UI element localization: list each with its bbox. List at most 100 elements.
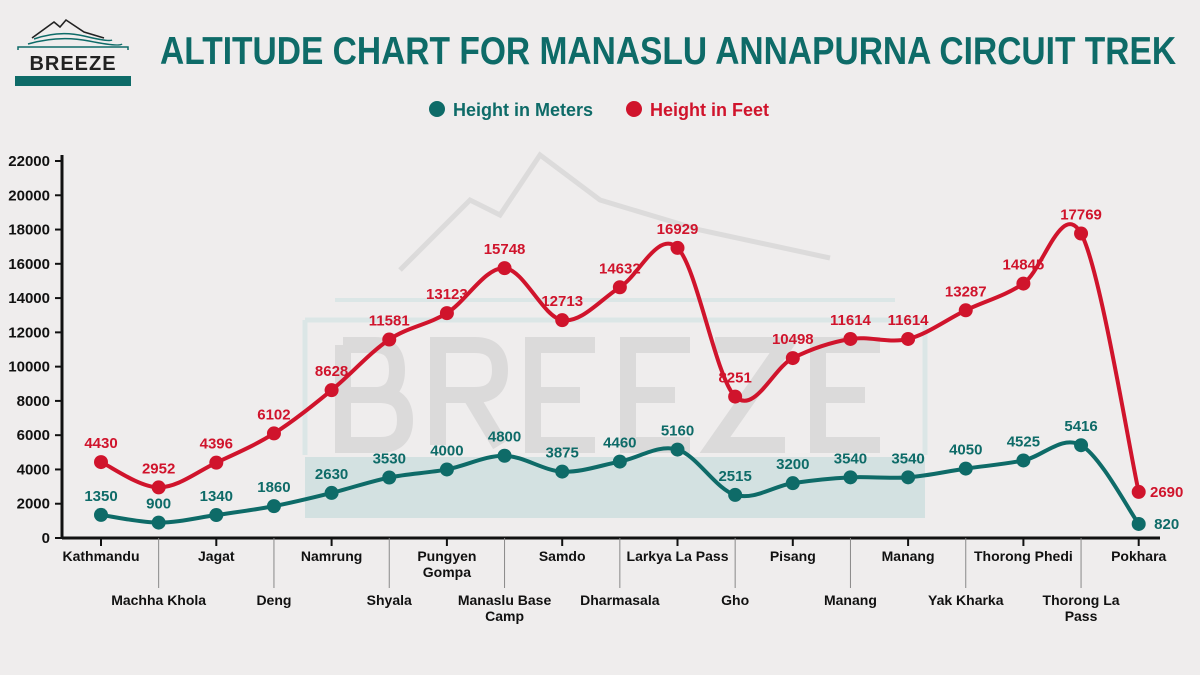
y-tick-label: 22000 — [8, 153, 50, 170]
data-point — [670, 240, 685, 255]
data-point — [555, 464, 570, 479]
data-point — [324, 383, 339, 398]
data-point — [901, 331, 916, 346]
y-tick-label: 6000 — [17, 427, 50, 444]
breeze-logo: BREEZE — [15, 18, 131, 86]
data-point — [958, 303, 973, 318]
chart-title: ALTITUDE CHART FOR MANASLU ANNAPURNA CIR… — [160, 30, 1177, 73]
data-label: 11614 — [830, 312, 872, 329]
x-tick-label: Namrung — [300, 548, 363, 564]
data-point — [266, 426, 281, 441]
y-tick-label: 14000 — [8, 290, 50, 307]
y-tick-label: 2000 — [17, 496, 50, 513]
x-tick-label: Shyala — [366, 592, 412, 608]
data-point — [209, 508, 224, 523]
watermark-lettering — [335, 337, 880, 453]
data-label: 14845 — [1003, 257, 1045, 274]
data-point — [785, 351, 800, 366]
x-tick-label: Manaslu Base Camp — [457, 592, 552, 624]
data-point — [497, 448, 512, 463]
data-label: 15748 — [484, 241, 526, 258]
series-line — [100, 222, 1141, 493]
y-tick-label: 20000 — [8, 187, 50, 204]
x-tick-label: Manang — [823, 592, 877, 608]
legend: Height in Meters Height in Feet — [429, 100, 769, 120]
data-label: 4050 — [949, 442, 982, 459]
data-point — [439, 462, 454, 477]
data-point — [843, 331, 858, 346]
data-point — [266, 499, 281, 514]
data-point — [94, 455, 108, 470]
data-point — [728, 487, 743, 502]
data-label: 2630 — [315, 466, 348, 483]
watermark — [302, 151, 928, 518]
x-tick-label: Deng — [256, 592, 292, 608]
data-label: 1860 — [257, 479, 290, 496]
data-label: 4800 — [488, 429, 521, 446]
data-label: 14632 — [599, 260, 641, 277]
data-point — [382, 470, 397, 485]
data-label: 3200 — [776, 456, 809, 473]
y-tick-label: 0 — [42, 530, 50, 547]
y-tick-label: 12000 — [8, 324, 50, 341]
data-label: 1340 — [200, 488, 233, 505]
legend-label: Height in Feet — [650, 100, 769, 120]
data-label: 5416 — [1064, 418, 1097, 435]
data-point — [1016, 453, 1031, 468]
x-tick-label: Thorong La Pass — [1042, 592, 1120, 624]
data-point — [1074, 226, 1089, 241]
data-point — [843, 470, 858, 485]
y-tick-label: 8000 — [17, 393, 50, 410]
data-label: 4396 — [200, 436, 233, 453]
data-label: 4000 — [430, 442, 463, 459]
data-label: 4430 — [84, 435, 117, 452]
data-point — [497, 261, 512, 276]
data-label: 3875 — [546, 445, 579, 462]
data-label: 900 — [146, 496, 171, 513]
data-point — [785, 476, 800, 491]
data-label: 3540 — [891, 450, 924, 467]
data-label: 5160 — [661, 423, 694, 440]
y-tick-label: 4000 — [17, 461, 50, 478]
data-label: 2690 — [1150, 484, 1183, 501]
data-label: 16929 — [657, 221, 699, 238]
data-label: 3540 — [834, 450, 867, 467]
legend-label: Height in Meters — [453, 100, 593, 120]
x-tick-label: Jagat — [198, 548, 235, 564]
data-label: 13287 — [945, 283, 987, 300]
data-label: 1350 — [84, 488, 117, 505]
data-label: 4460 — [603, 435, 636, 452]
data-point — [670, 442, 685, 457]
data-label: 10498 — [772, 331, 814, 348]
data-label: 3530 — [373, 451, 406, 468]
data-point — [612, 280, 627, 295]
data-label: 8628 — [315, 363, 348, 380]
data-point — [555, 313, 570, 328]
data-point — [1131, 484, 1146, 499]
data-label: 12713 — [541, 293, 583, 310]
x-tick-label: Thorong Phedi — [974, 548, 1073, 564]
data-label: 11581 — [369, 313, 410, 330]
data-point — [1131, 516, 1146, 531]
y-tick-label: 10000 — [8, 359, 50, 376]
data-point — [382, 332, 397, 347]
x-tick-label: Pungyen Gompa — [417, 548, 477, 580]
x-tick-label: Gho — [721, 592, 750, 608]
data-point — [209, 455, 224, 470]
data-point — [1074, 438, 1089, 453]
x-tick-label: Larkya La Pass — [626, 548, 729, 564]
data-point — [612, 454, 627, 469]
data-point — [958, 461, 973, 476]
data-label: 17769 — [1060, 207, 1102, 224]
x-tick-label: Dharmasala — [580, 592, 660, 608]
x-tick-label: Pokhara — [1111, 548, 1167, 564]
legend-marker — [429, 101, 445, 117]
data-point — [151, 480, 166, 495]
data-label: 6102 — [257, 406, 290, 423]
data-label: 4525 — [1007, 433, 1040, 450]
x-tick-label: Pisang — [769, 548, 816, 564]
x-tick-label: Samdo — [538, 548, 586, 564]
x-tick-label: Yak Kharka — [928, 592, 1004, 608]
y-tick-label: 18000 — [8, 222, 50, 239]
